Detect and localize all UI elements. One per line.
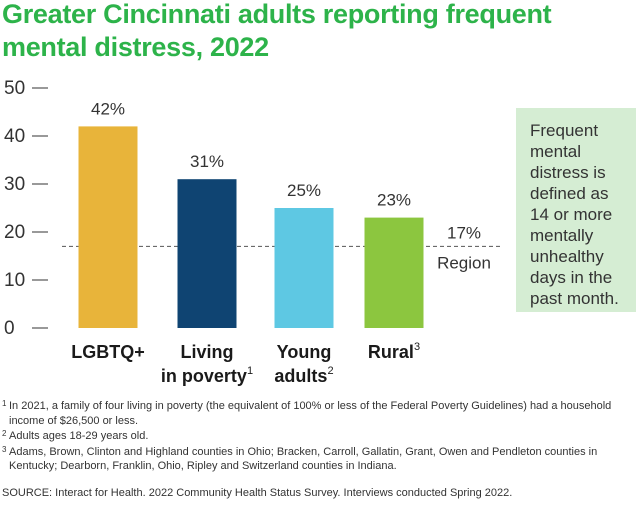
footnote-mark: 3: [2, 444, 7, 454]
bar-value-label: 42%: [91, 99, 125, 118]
bar-value-label: 23%: [377, 191, 411, 210]
definition-note: Frequent mental distress is defined as 1…: [516, 108, 636, 312]
bar: [274, 208, 334, 328]
category-footnote-mark: 3: [414, 341, 420, 353]
bar-value-label: 31%: [190, 152, 224, 171]
footnote-3: 3 Adams, Brown, Clinton and Highland coun…: [2, 445, 638, 474]
category-label-text: adults: [274, 366, 327, 386]
footnote-mark: 2: [2, 429, 7, 438]
category-label-text: in poverty: [161, 366, 247, 386]
reference-line-label: 17%: [447, 223, 481, 242]
bar: [364, 217, 424, 328]
category-label: Living: [181, 342, 234, 362]
category-label-text: Rural: [368, 342, 414, 362]
footnote-text: In 2021, a family of four living in pove…: [9, 400, 612, 427]
footnote-text: Adams, Brown, Clinton and Highland count…: [9, 445, 598, 473]
y-tick-label: 40: [4, 126, 25, 147]
y-tick-label: 10: [4, 270, 25, 291]
footnote-text: Adults ages 18-29 years old.: [9, 430, 149, 442]
x-axis-labels: LGBTQ+ Living in poverty1 Young adults2 Rural…: [71, 341, 420, 386]
chart-title: Greater Cincinnati adults reporting freq…: [2, 0, 552, 62]
y-tick-label: 50: [4, 78, 25, 99]
footnotes: 1 In 2021, a family of four living in pov…: [2, 399, 638, 475]
category-label-text: LGBTQ+: [71, 342, 145, 362]
footnote-mark: 1: [2, 399, 7, 408]
category-label: adults2: [274, 365, 333, 386]
bar: [177, 179, 237, 328]
category-label: Young: [277, 342, 332, 362]
y-tick-label: 0: [4, 318, 15, 339]
footnote-2: 2 Adults ages 18-29 years old.: [2, 429, 638, 444]
bars: 42% 31% 25% 23%: [78, 99, 424, 329]
source-note: SOURCE: Interact for Health. 2022 Commun…: [2, 487, 513, 499]
bar: [78, 126, 138, 329]
y-tick-label: 30: [4, 174, 25, 195]
category-label-text: Young: [277, 342, 332, 362]
category-label: Rural3: [368, 341, 420, 362]
y-axis: 0 10 20 30 40 50: [4, 78, 48, 339]
reference-line-sublabel: Region: [437, 253, 491, 272]
category-label: LGBTQ+: [71, 342, 145, 362]
definition-note-text: Frequent mental distress is defined as 1…: [530, 121, 619, 308]
category-footnote-mark: 2: [327, 365, 333, 377]
bar-value-label: 25%: [287, 181, 321, 200]
bar-chart: 0 10 20 30 40 50 17% Region 42% 31% 25% 23% LGBTQ…: [4, 78, 500, 386]
category-footnote-mark: 1: [247, 365, 253, 377]
category-label: in poverty1: [161, 365, 253, 386]
footnote-1: 1 In 2021, a family of four living in pov…: [2, 399, 638, 428]
y-tick-label: 20: [4, 222, 25, 243]
category-label-text: Living: [181, 342, 234, 362]
